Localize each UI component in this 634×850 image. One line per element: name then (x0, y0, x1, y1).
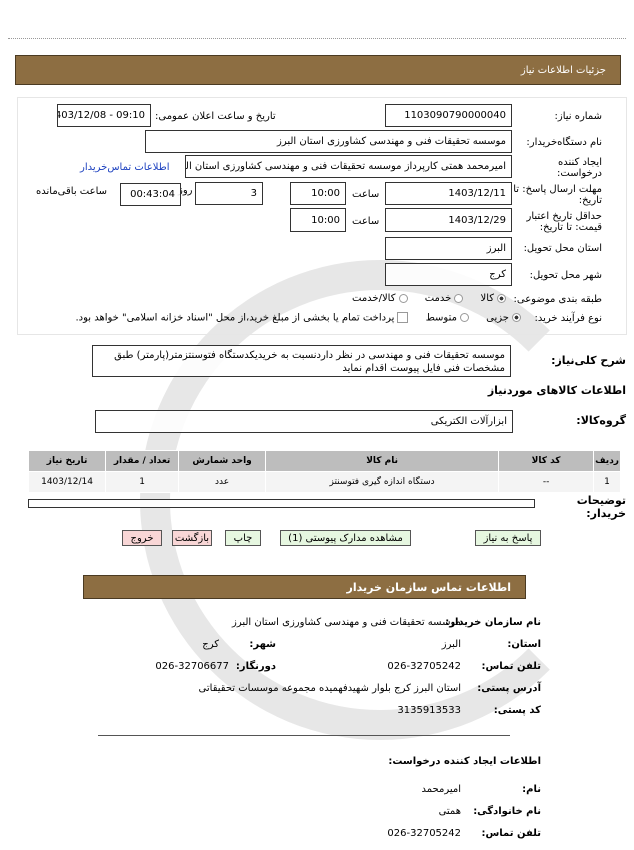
days-field: 3 (195, 182, 263, 205)
province-label: استان: (507, 639, 541, 650)
page-title: جزئیات اطلاعات نیاز (520, 64, 606, 76)
validity-date-field: 1403/12/29 (385, 208, 512, 232)
buyer-notes-label: توضیحات خریدار: (576, 494, 626, 520)
col-code: کد کالا (498, 450, 595, 472)
province-field: البرز (385, 237, 512, 260)
col-unit: واحد شمارش (178, 450, 267, 472)
name-label: نام: (522, 784, 541, 795)
fax-value: 026-32706677 (155, 661, 229, 672)
postal-value: 3135913533 (397, 705, 461, 716)
respond-button[interactable]: پاسخ به نیاز (475, 530, 541, 546)
creator-label: ایجاد کننده درخواست: (557, 157, 602, 179)
radio-goods-service-label: کالا/خدمت (352, 293, 396, 304)
radio-goods-service[interactable] (398, 293, 408, 303)
phone-label: تلفن تماس: (481, 661, 541, 672)
need-number-label: شماره نیاز: (554, 111, 603, 122)
col-qty: تعداد / مقدار (105, 450, 180, 472)
buyer-org-label: نام دستگاه‌خریدار: (526, 137, 602, 148)
buyer-org-field: موسسه تحقیقات فنی و مهندسی کشاورزی استان… (145, 130, 512, 153)
goods-group-label: گروه‌کالا: (576, 414, 626, 427)
announce-label: تاریخ و ساعت اعلان عمومی: (155, 111, 276, 122)
payment-note: پرداخت تمام یا بخشی از مبلغ خرید،از محل … (75, 312, 395, 324)
buyer-contact-link[interactable]: اطلاعات تماس‌خریدار (80, 162, 170, 173)
validity-time-field: 10:00 (290, 208, 346, 232)
cell-date: 1403/12/14 (27, 471, 107, 493)
creator-field: امیرمحمد همتی کارپرداز موسسه تحقیقات فنی… (185, 155, 512, 178)
address-label: آدرس پستی: (477, 683, 541, 694)
address-value: استان البرز کرج بلوار شهیدفهمیده مجموعه … (198, 683, 461, 694)
radio-goods-label: کالا (480, 293, 494, 304)
process-radios: جزیی متوسط پرداخت تمام یا بخشی از مبلغ خ… (75, 312, 524, 324)
description-field: موسسه تحقیقات فنی و مهندسی در نظر داردنس… (92, 345, 511, 377)
creator-phone-value: 026-32705242 (387, 828, 461, 839)
announce-field: 1403/12/08 - 09:10 (57, 104, 151, 127)
creator-title: اطلاعات ایجاد کننده درخواست: (388, 756, 541, 767)
goods-group-field: ابزارآلات الکتریکی (95, 410, 513, 433)
cell-row: 1 (593, 471, 621, 493)
deadline-label: مهلت ارسال پاسخ: تا تاریخ: (513, 184, 602, 206)
attachments-button[interactable]: مشاهده مدارک پیوستی (1) (280, 530, 411, 546)
city-field: کرج (385, 263, 512, 286)
deadline-date-field: 1403/12/11 (385, 182, 512, 205)
validity-label: حداقل تاریخ اعتبار قیمت: تا تاریخ: (526, 211, 602, 233)
postal-label: کد پستی: (493, 705, 541, 716)
cell-code: -- (498, 471, 595, 493)
phone-value: 026-32705242 (387, 661, 461, 672)
buyer-notes-field (28, 499, 535, 508)
contact-header: اطلاعات تماس سازمان خریدار (83, 575, 526, 599)
table-header-row: ردیف کد کالا نام کالا واحد شمارش تعداد /… (27, 450, 621, 472)
category-radios: کالا خدمت کالا/خدمت (352, 293, 509, 304)
col-name: نام کالا (265, 450, 500, 472)
radio-medium-label: متوسط (425, 312, 457, 324)
need-number-field: 1103090790000040 (385, 104, 512, 127)
table-row: 1 -- دستگاه اندازه گیری فتوسنتز عدد 1 14… (27, 471, 621, 493)
creator-phone-label: تلفن تماس: (481, 828, 541, 839)
back-button[interactable]: بازگشت (172, 530, 212, 546)
validity-time-label: ساعت (352, 216, 380, 227)
process-label: نوع فرآیند خرید: (534, 313, 603, 324)
org-value: موسسه تحقیقات فنی و مهندسی کشاورزی استان… (232, 617, 461, 628)
radio-service-label: خدمت (424, 293, 452, 304)
description-label: شرح کلی‌نیاز: (551, 354, 626, 367)
province-value: البرز (441, 639, 461, 650)
col-date: تاریخ نیاز (27, 450, 107, 472)
radio-medium[interactable] (459, 313, 469, 322)
contact-title: اطلاعات تماس سازمان خریدار (346, 580, 511, 594)
remaining-field: 00:43:04 (120, 183, 181, 206)
top-divider (8, 38, 626, 39)
radio-service[interactable] (454, 293, 464, 303)
print-button[interactable]: چاپ (225, 530, 261, 546)
org-label: نام سازمان خریدار: (445, 617, 541, 628)
goods-table: ردیف کد کالا نام کالا واحد شمارش تعداد /… (27, 450, 621, 493)
exit-button[interactable]: خروج (122, 530, 162, 546)
cell-qty: 1 (105, 471, 180, 493)
city-label: شهر محل تحویل: (529, 270, 602, 281)
col-row: ردیف (593, 450, 621, 472)
goods-section-title: اطلاعات کالاهای موردنیاز (487, 384, 626, 397)
cell-unit: عدد (178, 471, 267, 493)
days-label: روز (178, 185, 193, 196)
radio-minor-label: جزیی (486, 312, 509, 324)
name-value: امیرمحمد (421, 784, 461, 795)
contact-divider (98, 735, 510, 736)
city-value: کرج (202, 639, 219, 650)
deadline-time-label: ساعت (352, 189, 380, 200)
treasury-checkbox[interactable] (397, 312, 409, 323)
remaining-label: ساعت باقی‌مانده (36, 186, 108, 197)
cell-name: دستگاه اندازه گیری فتوسنتز (265, 471, 500, 493)
radio-goods[interactable] (497, 293, 506, 303)
family-label: نام خانوادگی: (473, 806, 541, 817)
deadline-time-field: 10:00 (290, 182, 346, 205)
category-label: طبقه بندی موضوعی: (513, 294, 602, 305)
form-panel (17, 97, 627, 335)
radio-minor[interactable] (512, 313, 521, 322)
city-label: شهر: (249, 639, 276, 650)
family-value: همتی (438, 806, 461, 817)
province-label: استان محل تحویل: (523, 243, 602, 254)
page-header: جزئیات اطلاعات نیاز (15, 55, 621, 85)
fax-label: دورنگار: (235, 661, 276, 672)
